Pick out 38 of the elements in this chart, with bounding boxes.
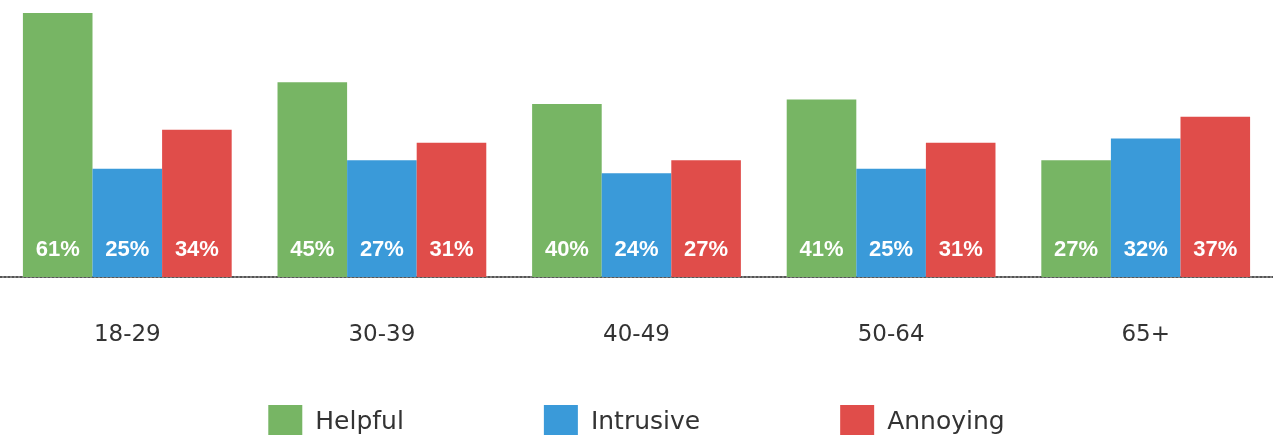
data-label: 27% [1054, 235, 1099, 261]
data-label: 32% [1123, 235, 1168, 261]
bar [856, 168, 926, 277]
data-label: 45% [290, 235, 335, 261]
bar [786, 99, 857, 277]
bar [1180, 116, 1251, 277]
bar [92, 168, 163, 277]
bar [1110, 138, 1181, 277]
bar [22, 13, 93, 277]
data-label: 40% [544, 235, 589, 261]
x-tick-label: 18-29 [93, 319, 161, 346]
bar [277, 82, 348, 277]
data-label: 41% [799, 235, 844, 261]
data-label: 37% [1193, 235, 1238, 261]
bar [925, 142, 996, 277]
data-label: 27% [359, 235, 404, 261]
legend-label: Annoying [887, 405, 1005, 435]
legend-label: Helpful [315, 405, 404, 435]
x-tick-label: 50-64 [857, 319, 925, 346]
bar [671, 160, 741, 277]
data-label: 25% [105, 235, 150, 261]
data-label: 25% [869, 235, 914, 261]
x-tick-label: 40-49 [603, 319, 670, 346]
data-label: 31% [938, 235, 983, 261]
bar [601, 173, 672, 277]
bar [347, 160, 417, 277]
bar [1041, 160, 1111, 277]
bar [532, 103, 602, 277]
data-label: 34% [174, 235, 219, 261]
data-label: 61% [35, 235, 80, 261]
data-label: 27% [684, 235, 729, 261]
data-label: 31% [429, 235, 474, 261]
data-label: 24% [614, 235, 659, 261]
bar [416, 142, 487, 277]
legend-label: Intrusive [590, 405, 701, 435]
bar [162, 129, 232, 277]
x-tick-label: 65+ [1121, 319, 1170, 346]
x-tick-label: 30-39 [348, 319, 416, 346]
